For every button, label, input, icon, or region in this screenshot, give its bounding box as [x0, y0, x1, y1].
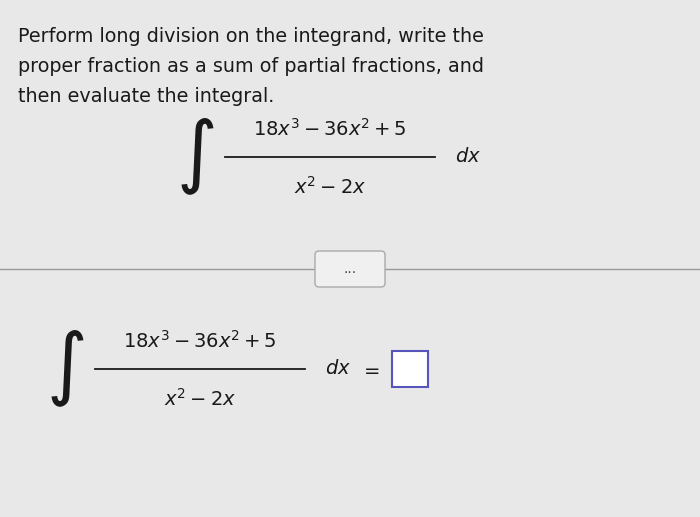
Text: proper fraction as a sum of partial fractions, and: proper fraction as a sum of partial frac… [18, 57, 484, 76]
Text: $=$: $=$ [360, 359, 380, 378]
Text: $dx$: $dx$ [325, 359, 351, 378]
Text: $\int$: $\int$ [176, 117, 214, 197]
Text: $18x^3 - 36x^2 + 5$: $18x^3 - 36x^2 + 5$ [253, 118, 407, 140]
Bar [392, 351, 428, 387]
Text: ...: ... [344, 262, 356, 276]
Text: $x^2 - 2x$: $x^2 - 2x$ [294, 176, 366, 198]
FancyBboxPatch shape [315, 251, 385, 287]
Text: $dx$: $dx$ [455, 147, 481, 166]
Text: $\int$: $\int$ [46, 329, 84, 409]
Text: $x^2 - 2x$: $x^2 - 2x$ [164, 388, 236, 410]
Text: Perform long division on the integrand, write the: Perform long division on the integrand, … [18, 27, 484, 46]
Text: $18x^3 - 36x^2 + 5$: $18x^3 - 36x^2 + 5$ [123, 330, 276, 352]
Text: then evaluate the integral.: then evaluate the integral. [18, 87, 274, 106]
